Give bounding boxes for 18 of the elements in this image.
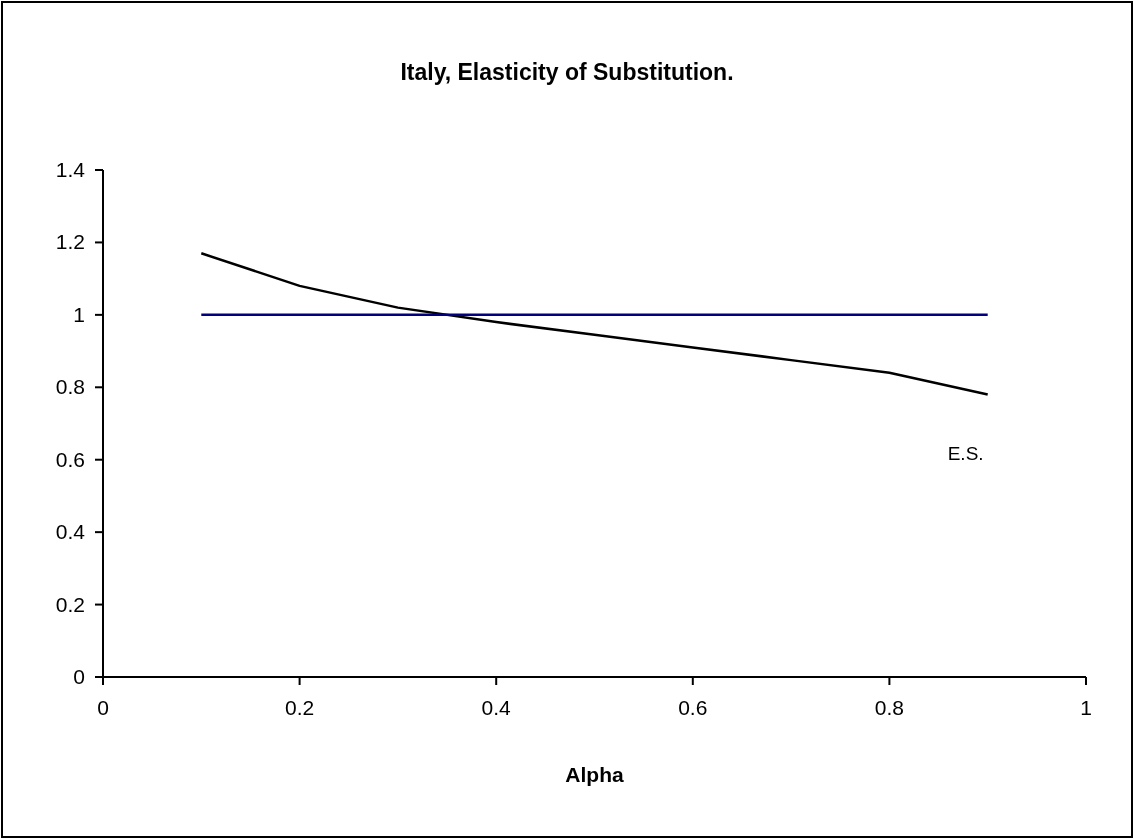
x-tick-label: 0.4	[481, 696, 512, 719]
y-tick-label: 1.4	[55, 158, 86, 181]
y-tick-label: 0	[73, 665, 85, 688]
x-tick-label: 0.8	[874, 696, 904, 719]
x-tick-label: 0.2	[285, 696, 315, 719]
x-tick-label: 0	[97, 696, 109, 719]
x-tick-label: 1	[1080, 696, 1092, 719]
y-tick-label: 0.2	[55, 592, 85, 616]
x-tick-label: 0.6	[678, 696, 708, 719]
chart-title: Italy, Elasticity of Substitution.	[400, 59, 734, 85]
text: E.S.	[947, 442, 984, 464]
y-tick-label: 0.8	[55, 375, 85, 399]
x-axis-title: Alpha	[565, 763, 624, 786]
y-tick-label: 1	[73, 302, 85, 326]
y-tick-label: 1.2	[55, 230, 85, 254]
line-series	[200, 252, 989, 396]
y-tick-label: 0.4	[55, 520, 86, 544]
y-tick-label: 0.6	[55, 447, 85, 471]
